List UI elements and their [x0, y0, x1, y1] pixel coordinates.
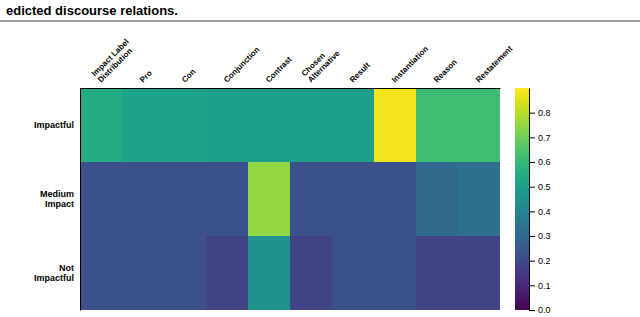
cell	[416, 88, 458, 162]
colorbar-tick-label: 0.5	[538, 182, 551, 192]
y-tick: Impactful	[34, 120, 80, 130]
colorbar-tick: 0.3	[529, 231, 551, 241]
x-tick-label: Result	[348, 61, 372, 85]
cell	[458, 236, 500, 310]
cell	[416, 162, 458, 236]
y-tick: MediumImpact	[40, 189, 80, 209]
cell	[332, 236, 374, 310]
cell	[458, 162, 500, 236]
x-tick: Pro	[138, 69, 154, 88]
y-tick: NotImpactful	[34, 263, 80, 283]
cell	[374, 88, 416, 162]
cell	[206, 236, 248, 310]
cell	[80, 162, 122, 236]
cell	[80, 88, 122, 162]
colorbar-tick-label: 0.1	[538, 281, 551, 291]
colorbar	[515, 88, 529, 310]
colorbar-tick: 0.6	[529, 157, 551, 167]
cell	[374, 236, 416, 310]
cell	[206, 162, 248, 236]
cell	[80, 236, 122, 310]
x-tick-label: Restatement	[474, 44, 515, 85]
x-tick: Con	[180, 67, 197, 88]
cell	[332, 162, 374, 236]
x-tick: Conjunction	[222, 45, 261, 88]
x-axis-line	[81, 88, 501, 89]
x-tick-label: Instantiation	[390, 44, 430, 84]
cell	[416, 236, 458, 310]
cell	[122, 236, 164, 310]
cell	[374, 162, 416, 236]
colorbar-axis: 0.0 0.1 0.2 0.3 0.4 0.5 0.6 0.7 0.8	[529, 89, 551, 316]
y-tick-label: Impactful	[34, 120, 74, 130]
cells	[80, 88, 500, 310]
colorbar-tick: 0.4	[529, 207, 551, 217]
colorbar-tick: 0.7	[529, 133, 551, 143]
colorbar-tick-label: 0.2	[538, 256, 551, 266]
x-tick-label: Reason	[432, 58, 459, 85]
colorbar-tick-label: 0.4	[538, 207, 551, 217]
header-rule	[0, 21, 640, 22]
x-tick-label: Pro	[138, 69, 154, 85]
x-tick: ChosenAlternative	[300, 42, 342, 88]
title: edicted discourse relations.	[6, 3, 178, 18]
cell	[248, 88, 290, 162]
colorbar-tick-label: 0.3	[538, 231, 551, 241]
cell	[290, 88, 332, 162]
colorbar-tick-mark	[529, 310, 535, 311]
colorbar-tick-label: 0.7	[538, 133, 551, 143]
colorbar-tick-mark	[529, 162, 535, 163]
y-tick-label: NotImpactful	[34, 263, 74, 283]
colorbar-tick-mark	[529, 113, 535, 114]
x-tick-label: ChosenAlternative	[300, 42, 342, 84]
colorbar-tick-mark	[529, 211, 535, 212]
x-axis: Impact LabelDistributionPro Con Conjunctio…	[81, 37, 515, 88]
colorbar-tick-mark	[529, 285, 535, 286]
colorbar-tick: 0.2	[529, 256, 551, 266]
colorbar-tick-mark	[529, 236, 535, 237]
y-tick-label: MediumImpact	[40, 189, 74, 209]
y-axis: Impactful MediumImpact NotImpactful	[34, 89, 81, 311]
x-tick: Restatement	[474, 44, 515, 88]
colorbar-tick-mark	[529, 137, 535, 138]
x-tick-label: Impact LabelDistribution	[90, 37, 137, 84]
x-tick: Result	[348, 61, 372, 88]
colorbar-tick: 0.1	[529, 281, 551, 291]
colorbar-tick: 0.5	[529, 182, 551, 192]
x-tick-label: Contrast	[264, 55, 294, 85]
colorbar-tick-label: 0.6	[538, 157, 551, 167]
y-axis-line	[80, 89, 81, 311]
cell	[290, 162, 332, 236]
cell	[164, 236, 206, 310]
colorbar-tick-label: 0.0	[538, 305, 551, 315]
cell	[122, 162, 164, 236]
cell	[248, 162, 290, 236]
colorbar-tick: 0.8	[529, 108, 551, 118]
cell	[206, 88, 248, 162]
cell	[122, 88, 164, 162]
colorbar-axis-line	[529, 89, 530, 311]
colorbar-tick: 0.0	[529, 305, 551, 315]
cell	[248, 236, 290, 310]
cell	[164, 162, 206, 236]
x-tick-label: Con	[180, 67, 197, 84]
x-tick-label: Conjunction	[222, 45, 261, 84]
x-tick: Contrast	[264, 55, 294, 88]
cell	[332, 88, 374, 162]
chart: edicted discourse relations. Impact Label…	[0, 0, 640, 317]
cell	[290, 236, 332, 310]
colorbar-tick-mark	[529, 187, 535, 188]
x-tick: Reason	[432, 58, 459, 88]
colorbar-tick-mark	[529, 261, 535, 262]
cell	[164, 88, 206, 162]
x-tick: Impact LabelDistribution	[90, 37, 137, 88]
colorbar-tick-label: 0.8	[538, 108, 551, 118]
x-tick: Instantiation	[390, 44, 430, 88]
cell	[458, 88, 500, 162]
